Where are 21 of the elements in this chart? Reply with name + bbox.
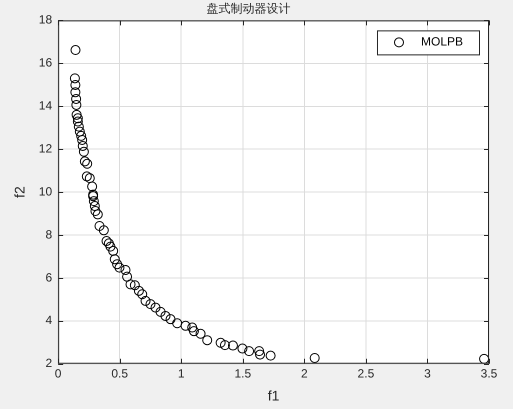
legend-label: MOLPB <box>420 34 464 49</box>
y-tick-label: 10 <box>38 184 52 198</box>
chart-title: 盘式制动器设计 <box>206 2 290 16</box>
y-tick-label: 8 <box>45 227 52 242</box>
y-tick-label: 18 <box>38 12 52 27</box>
y-tick-label: 6 <box>45 270 52 284</box>
x-tick-label: 3.5 <box>480 366 498 380</box>
y-tick-label: 4 <box>45 313 52 328</box>
x-tick-label: 3 <box>424 366 432 380</box>
x-tick-label: 1.5 <box>234 366 252 380</box>
x-tick-label: 1 <box>178 366 185 380</box>
x-axis-title: f1 <box>268 387 280 404</box>
x-tick-label: 2 <box>301 366 308 380</box>
x-tick-label: 0 <box>54 366 62 380</box>
y-axis-title: f2 <box>11 186 28 198</box>
x-tick-label: 2.5 <box>358 366 375 380</box>
y-tick-label: 12 <box>38 141 52 156</box>
y-tick-label: 16 <box>38 56 52 70</box>
y-tick-label: 2 <box>45 356 52 370</box>
y-tick-label: 14 <box>38 98 52 113</box>
x-tick-label: 0.5 <box>111 366 128 380</box>
